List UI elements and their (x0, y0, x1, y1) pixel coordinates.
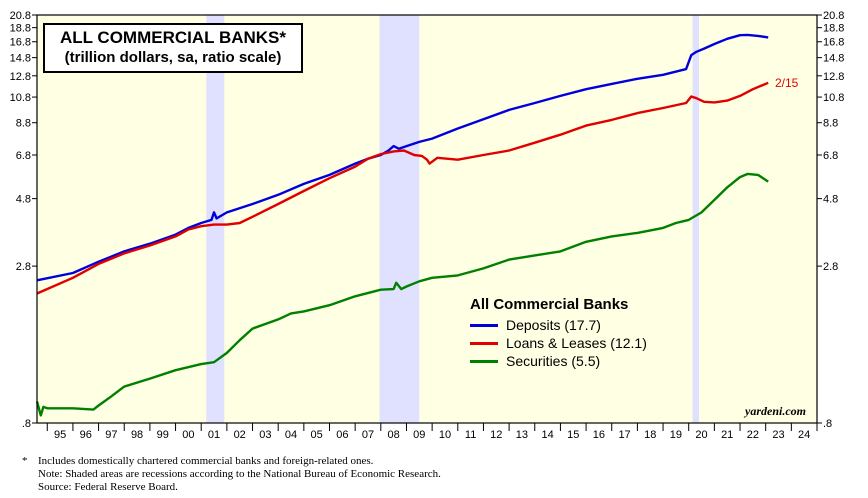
x-tick-label-96: 96 (80, 429, 92, 441)
recession-band-0 (206, 15, 225, 423)
plot-area (37, 15, 817, 423)
legend: All Commercial Banks Deposits (17.7) Loa… (470, 296, 647, 370)
chart-title: ALL COMMERCIAL BANKS* (59, 28, 287, 47)
recession-band-1 (379, 15, 420, 423)
x-tick-label-10: 10 (439, 429, 451, 441)
y-tick-label-right-3: 6.8 (823, 150, 838, 162)
x-tick-label-18: 18 (644, 429, 656, 441)
x-tick-label-12: 12 (490, 429, 502, 441)
y-tick-label-right-8: 16.8 (823, 37, 844, 49)
footnote-1-text: Includes domestically chartered commerci… (38, 455, 374, 467)
x-tick-label-98: 98 (131, 429, 143, 441)
series-lines (35, 33, 769, 417)
x-tick-label-14: 14 (541, 429, 553, 441)
y-tick-label-left-6: 12.8 (10, 71, 31, 83)
legend-item-loans: Loans & Leases (12.1) (470, 334, 647, 352)
y-tick-label-right-7: 14.8 (823, 53, 844, 65)
y-tick-label-right-1: 2.8 (823, 261, 838, 273)
x-tick-label-16: 16 (593, 429, 605, 441)
y-tick-label-left-2: 4.8 (16, 194, 31, 206)
x-tick-label-15: 15 (567, 429, 579, 441)
y-tick-label-left-9: 18.8 (10, 23, 31, 35)
chart-title-box: ALL COMMERCIAL BANKS* (trillion dollars,… (43, 23, 303, 73)
recession-band-2 (692, 15, 699, 423)
y-tick-label-left-4: 8.8 (16, 118, 31, 130)
x-tick-label-97: 97 (105, 429, 117, 441)
y-tick-label-left-3: 6.8 (16, 150, 31, 162)
y-tick-label-left-0: .8 (22, 418, 31, 430)
legend-swatch-deposits (470, 323, 498, 327)
footnote-star: * (22, 455, 28, 467)
plot-border (36, 14, 818, 424)
x-tick-label-21: 21 (721, 429, 733, 441)
brand-watermark: yardeni.com (745, 404, 806, 418)
y-tick-label-left-1: 2.8 (16, 261, 31, 273)
y-tick-label-right-2: 4.8 (823, 194, 838, 206)
y-tick-label-right-0: .8 (823, 418, 832, 430)
x-tick-label-24: 24 (798, 429, 810, 441)
y-tick-label-right-5: 10.8 (823, 92, 844, 104)
x-tick-label-05: 05 (311, 429, 323, 441)
legend-swatch-securities (470, 359, 498, 363)
series-line-2 (35, 172, 769, 417)
legend-swatch-loans (470, 341, 498, 345)
footnotes: * Includes domestically chartered commer… (22, 455, 441, 494)
x-tick-label-04: 04 (285, 429, 297, 441)
footnote-1: * Includes domestically chartered commer… (22, 455, 441, 468)
y-tick-label-right-4: 8.8 (823, 118, 838, 130)
y-tick-label-right-6: 12.8 (823, 71, 844, 83)
legend-item-securities: Securities (5.5) (470, 352, 647, 370)
y-tick-label-right-10: 20.8 (823, 10, 844, 22)
x-tick-label-07: 07 (362, 429, 374, 441)
x-tick-label-09: 09 (413, 429, 425, 441)
x-tick-label-00: 00 (182, 429, 194, 441)
x-tick-label-95: 95 (54, 429, 66, 441)
y-tick-label-left-5: 10.8 (10, 92, 31, 104)
end-date-label: 2/15 (775, 76, 799, 90)
x-tick-label-22: 22 (747, 429, 759, 441)
chart-subtitle: (trillion dollars, sa, ratio scale) (64, 49, 282, 66)
x-tick-label-02: 02 (234, 429, 246, 441)
series-line-1 (36, 81, 769, 295)
legend-item-deposits: Deposits (17.7) (470, 316, 647, 334)
x-tick-label-20: 20 (695, 429, 707, 441)
legend-label-deposits: Deposits (17.7) (506, 317, 601, 333)
footnote-3-text: Source: Federal Reserve Board. (38, 481, 178, 493)
series-line-0 (36, 33, 769, 282)
x-tick-label-01: 01 (208, 429, 220, 441)
footnote-2-text: Note: Shaded areas are recessions accord… (38, 468, 441, 480)
x-tick-label-99: 99 (157, 429, 169, 441)
x-tick-label-11: 11 (465, 429, 476, 441)
y-tick-label-left-7: 14.8 (10, 53, 31, 65)
x-tick-label-06: 06 (336, 429, 348, 441)
axes: .8 .8 2.8 2.8 4.8 4.8 6.8 6.8 8.8 8.8 10.8 10.8 12.8… (10, 10, 845, 441)
x-tick-label-13: 13 (516, 429, 528, 441)
x-tick-label-17: 17 (618, 429, 630, 441)
legend-title: All Commercial Banks (470, 296, 629, 313)
y-tick-label-left-8: 16.8 (10, 37, 31, 49)
x-tick-label-19: 19 (670, 429, 682, 441)
legend-label-securities: Securities (5.5) (506, 353, 601, 369)
y-tick-label-right-9: 18.8 (823, 23, 844, 35)
recession-bands (206, 15, 699, 423)
x-tick-label-03: 03 (259, 429, 271, 441)
x-tick-label-23: 23 (772, 429, 784, 441)
legend-label-loans: Loans & Leases (12.1) (506, 335, 647, 351)
y-tick-label-left-10: 20.8 (10, 10, 31, 22)
x-tick-label-08: 08 (388, 429, 400, 441)
